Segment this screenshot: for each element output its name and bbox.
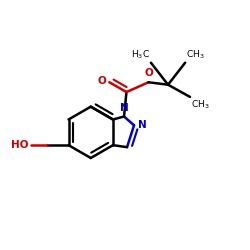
Text: N: N <box>138 120 147 130</box>
Text: H$_3$C: H$_3$C <box>131 49 150 62</box>
Text: O: O <box>145 68 154 78</box>
Text: CH$_3$: CH$_3$ <box>191 98 210 111</box>
Text: CH$_3$: CH$_3$ <box>186 49 205 62</box>
Text: HO: HO <box>11 140 29 150</box>
Text: O: O <box>98 76 106 86</box>
Text: N: N <box>120 103 129 113</box>
